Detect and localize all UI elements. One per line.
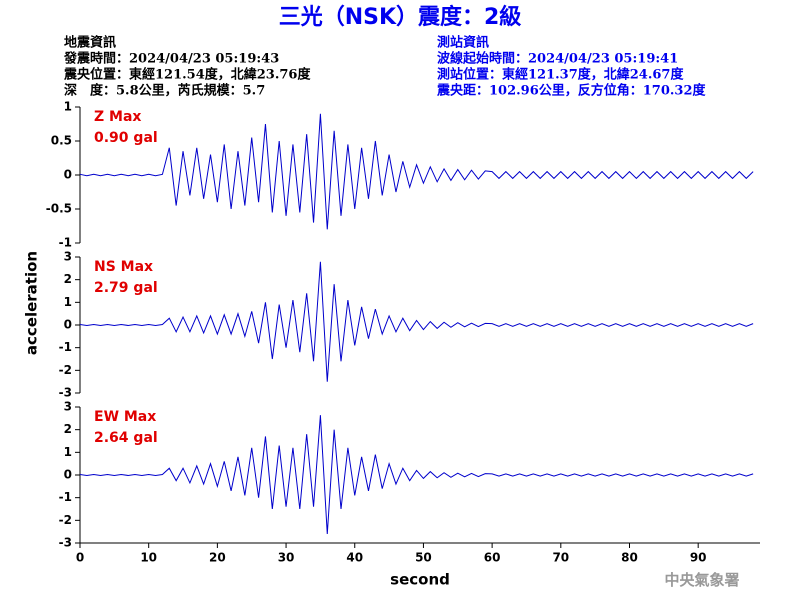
y-tick-label: -3 <box>59 386 72 400</box>
annotation: Z Max <box>94 109 141 125</box>
y-tick-label: 0 <box>64 468 72 482</box>
y-tick-label: -2 <box>59 363 72 377</box>
y-tick-label: 2 <box>64 272 72 286</box>
x-tick-label: 90 <box>690 551 707 565</box>
x-tick-label: 0 <box>76 551 84 565</box>
waveform <box>79 261 754 382</box>
y-tick-label: 0.5 <box>51 134 72 148</box>
y-tick-label: 3 <box>64 400 72 414</box>
waveform <box>79 113 754 230</box>
x-tick-label: 50 <box>415 551 432 565</box>
y-tick-label: 2 <box>64 422 72 436</box>
y-axis-label: acceleration <box>23 251 41 355</box>
x-tick-label: 20 <box>209 551 226 565</box>
header-right: 測站資訊 <box>437 35 489 51</box>
y-tick-label: -1 <box>59 236 72 250</box>
header-left: 震央位置：東經121.54度，北緯23.76度 <box>63 67 311 83</box>
header-left: 地震資訊 <box>64 35 116 51</box>
x-tick-label: 80 <box>621 551 638 565</box>
y-tick-label: -0.5 <box>46 202 72 216</box>
header-right: 震央距：102.96公里，反方位角：170.32度 <box>436 83 707 99</box>
header-left: 深 度：5.8公里，芮氏規模：5.7 <box>64 83 265 99</box>
annotation: EW Max <box>94 409 156 425</box>
y-tick-label: -1 <box>59 490 72 504</box>
header-right: 波線起始時間：2024/04/23 05:19:41 <box>437 51 678 67</box>
y-tick-label: 0 <box>64 318 72 332</box>
y-tick-label: -3 <box>59 536 72 550</box>
x-tick-label: 70 <box>552 551 569 565</box>
y-tick-label: 0 <box>64 168 72 182</box>
annotation: 2.79 gal <box>94 280 158 296</box>
y-tick-label: 1 <box>64 295 72 309</box>
annotation: 0.90 gal <box>94 130 158 146</box>
x-tick-label: 10 <box>140 551 157 565</box>
y-tick-label: 1 <box>64 445 72 459</box>
y-tick-label: -1 <box>59 340 72 354</box>
y-tick-label: 1 <box>64 100 72 114</box>
y-tick-label: 3 <box>64 250 72 264</box>
footer: 中央氣象署 <box>664 571 739 589</box>
x-tick-label: 40 <box>346 551 363 565</box>
annotation: NS Max <box>94 259 153 275</box>
header-right: 測站位置：東經121.37度，北緯24.67度 <box>437 67 684 83</box>
y-tick-label: -2 <box>59 513 72 527</box>
waveform <box>79 415 754 534</box>
chart-title: 三光（NSK）震度：2級 <box>279 4 522 30</box>
x-axis-label: second <box>390 571 450 589</box>
annotation: 2.64 gal <box>94 430 158 446</box>
x-tick-label: 30 <box>278 551 295 565</box>
x-tick-label: 60 <box>484 551 501 565</box>
header-left: 發震時間：2024/04/23 05:19:43 <box>63 51 279 67</box>
